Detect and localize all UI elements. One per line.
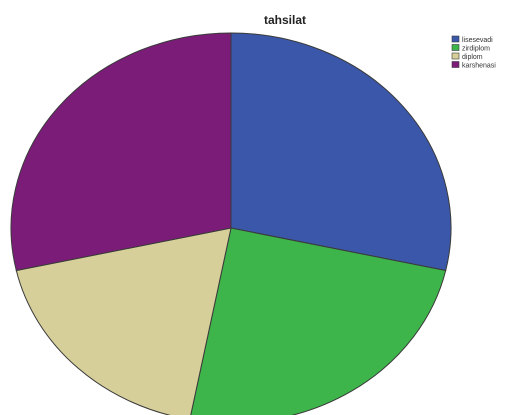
legend-swatch-diplom xyxy=(451,52,460,60)
pie-slice-zirdiplom xyxy=(190,227,447,415)
pie-slice-diplom xyxy=(15,227,232,415)
legend-label-zirdiplom: zirdiplom xyxy=(462,46,490,53)
pie-slices xyxy=(10,32,452,415)
chart-title: tahsilat xyxy=(264,13,306,27)
legend-label-lisesevadi: lisesevadi xyxy=(462,37,493,44)
legend-label-diplom: diplom xyxy=(462,54,483,61)
legend-label-karshenasi: karshenasi xyxy=(462,63,496,70)
pie-slice-lisesevadi xyxy=(230,32,452,272)
legend-swatch-lisesevadi xyxy=(451,35,460,43)
legend-swatch-zirdiplom xyxy=(451,44,460,51)
legend-swatch-karshenasi xyxy=(451,61,460,68)
pie-slice-karshenasi xyxy=(10,32,232,272)
